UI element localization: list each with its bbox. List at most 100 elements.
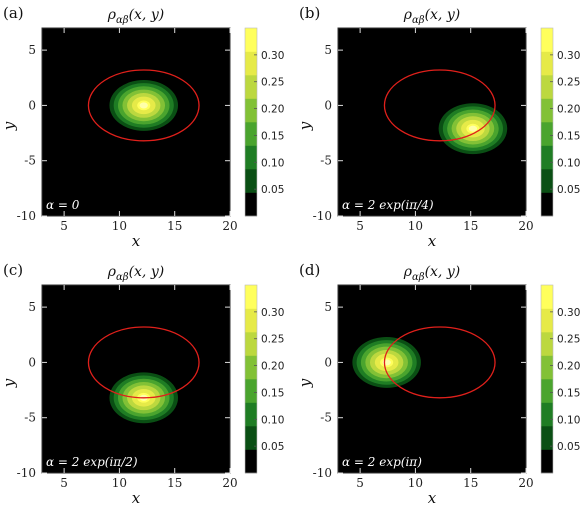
chart-title: ραβ(x, y) bbox=[107, 264, 164, 283]
colorbar-tick-label: 0.20 bbox=[557, 361, 580, 373]
colorbar-frame bbox=[244, 284, 258, 474]
x-tick-label: 20 bbox=[518, 476, 533, 490]
y-tick-label: -10 bbox=[313, 209, 332, 223]
x-tick-label: 20 bbox=[222, 219, 237, 233]
colorbar-tick-label: 0.20 bbox=[261, 361, 284, 373]
colorbar-tick-label: 0.25 bbox=[557, 77, 580, 89]
colorbar-tick-label: 0.25 bbox=[557, 334, 580, 346]
colorbar-band bbox=[245, 122, 257, 146]
colorbar-tick-label: 0.30 bbox=[557, 307, 580, 319]
chart-title: ραβ(x, y) bbox=[403, 7, 460, 26]
x-tick-label: 15 bbox=[463, 476, 478, 490]
colorbar-band bbox=[541, 449, 553, 474]
alpha-annotation: α = 2 exp(iπ/4) bbox=[342, 198, 434, 212]
x-tick-label: 15 bbox=[167, 476, 182, 490]
colorbar-tick-label: 0.20 bbox=[557, 104, 580, 116]
colorbar-band bbox=[541, 192, 553, 217]
colorbar-tick-label: 0.15 bbox=[557, 387, 580, 399]
plot-frame bbox=[337, 284, 527, 474]
alpha-annotation: α = 0 bbox=[46, 198, 80, 212]
y-tick-label: -5 bbox=[24, 411, 36, 425]
colorbar-band bbox=[541, 28, 553, 52]
colorbar-tick-label: 0.15 bbox=[261, 130, 284, 142]
alpha-annotation: α = 2 exp(iπ/2) bbox=[46, 455, 138, 469]
y-tick-label: 5 bbox=[324, 43, 332, 57]
colorbar-tick-label: 0.05 bbox=[261, 441, 284, 453]
colorbar-band bbox=[541, 145, 553, 170]
y-tick-label: -10 bbox=[313, 466, 332, 480]
y-tick-label: 0 bbox=[324, 355, 332, 369]
y-tick-label: -5 bbox=[24, 154, 36, 168]
panel-c: (c) ραβ(x, y) 5 10 15 20 5 0 -5 -10 x y α = 2 exp(iπ… bbox=[0, 261, 284, 507]
colorbar-band bbox=[245, 332, 257, 356]
y-axis-label: y bbox=[296, 121, 314, 131]
colorbar-frame bbox=[540, 284, 554, 474]
colorbar-tick-label: 0.10 bbox=[557, 157, 580, 169]
colorbar-tick-label: 0.10 bbox=[261, 414, 284, 426]
panel-label: (a) bbox=[3, 4, 24, 22]
colorbar-tick-label: 0.30 bbox=[261, 50, 284, 62]
colorbar-band bbox=[245, 355, 257, 380]
colorbar-band bbox=[541, 379, 553, 403]
x-axis-label: x bbox=[428, 232, 437, 250]
colorbar-tick-label: 0.30 bbox=[261, 307, 284, 319]
y-tick-label: 0 bbox=[28, 98, 36, 112]
colorbar-tick-label: 0.30 bbox=[557, 50, 580, 62]
colorbar-frame bbox=[244, 27, 258, 217]
panel-label: (b) bbox=[299, 4, 320, 22]
y-tick-label: -10 bbox=[17, 466, 36, 480]
x-tick-label: 20 bbox=[222, 476, 237, 490]
colorbar-tick-label: 0.10 bbox=[557, 414, 580, 426]
x-axis-label: x bbox=[428, 489, 437, 507]
colorbar-band bbox=[245, 379, 257, 403]
x-axis-label: x bbox=[132, 489, 141, 507]
colorbar-band bbox=[541, 51, 553, 76]
x-tick-label: 15 bbox=[463, 219, 478, 233]
x-tick-label: 5 bbox=[60, 476, 68, 490]
y-tick-label: 5 bbox=[324, 300, 332, 314]
chart-title: ραβ(x, y) bbox=[107, 7, 164, 26]
colorbar-band bbox=[541, 332, 553, 356]
colorbar-tick-label: 0.20 bbox=[261, 104, 284, 116]
x-tick-label: 10 bbox=[112, 476, 127, 490]
colorbar-tick-label: 0.15 bbox=[261, 387, 284, 399]
colorbar-band bbox=[541, 426, 553, 450]
y-tick-label: 5 bbox=[28, 300, 36, 314]
colorbar-band bbox=[245, 145, 257, 170]
colorbar-frame bbox=[540, 27, 554, 217]
colorbar-tick-label: 0.05 bbox=[557, 441, 580, 453]
reference-circle bbox=[383, 69, 496, 142]
colorbar-band bbox=[541, 285, 553, 309]
x-tick-label: 10 bbox=[408, 476, 423, 490]
y-tick-label: -5 bbox=[320, 154, 332, 168]
colorbar-band bbox=[245, 169, 257, 193]
x-tick-label: 5 bbox=[60, 219, 68, 233]
y-axis-label: y bbox=[0, 378, 18, 388]
x-tick-label: 5 bbox=[356, 476, 364, 490]
colorbar-band bbox=[245, 426, 257, 450]
y-tick-label: -10 bbox=[17, 209, 36, 223]
panel-d: (d) ραβ(x, y) 5 10 15 20 5 0 -5 -10 x y α = 2 exp(iπ… bbox=[296, 261, 580, 507]
panel-a: (a) ραβ(x, y) 5 10 15 20 5 0 -5 -10 x y α = 0 0.05 0.1… bbox=[0, 4, 284, 250]
chart-title: ραβ(x, y) bbox=[403, 264, 460, 283]
x-tick-label: 10 bbox=[112, 219, 127, 233]
colorbar-tick-label: 0.25 bbox=[261, 334, 284, 346]
x-tick-label: 15 bbox=[167, 219, 182, 233]
x-tick-label: 10 bbox=[408, 219, 423, 233]
y-tick-label: 0 bbox=[28, 355, 36, 369]
colorbar-band bbox=[245, 308, 257, 333]
plot-frame bbox=[41, 284, 231, 474]
colorbar-tick-label: 0.10 bbox=[261, 157, 284, 169]
y-tick-label: 5 bbox=[28, 43, 36, 57]
colorbar-band bbox=[541, 122, 553, 146]
panel-label: (c) bbox=[3, 261, 23, 279]
colorbar-band bbox=[541, 402, 553, 427]
colorbar-tick-label: 0.15 bbox=[557, 130, 580, 142]
colorbar-band bbox=[245, 98, 257, 123]
colorbar-band bbox=[245, 402, 257, 427]
reference-circle bbox=[87, 69, 200, 142]
y-tick-label: -5 bbox=[320, 411, 332, 425]
panel-label: (d) bbox=[299, 261, 320, 279]
colorbar-band bbox=[245, 28, 257, 52]
